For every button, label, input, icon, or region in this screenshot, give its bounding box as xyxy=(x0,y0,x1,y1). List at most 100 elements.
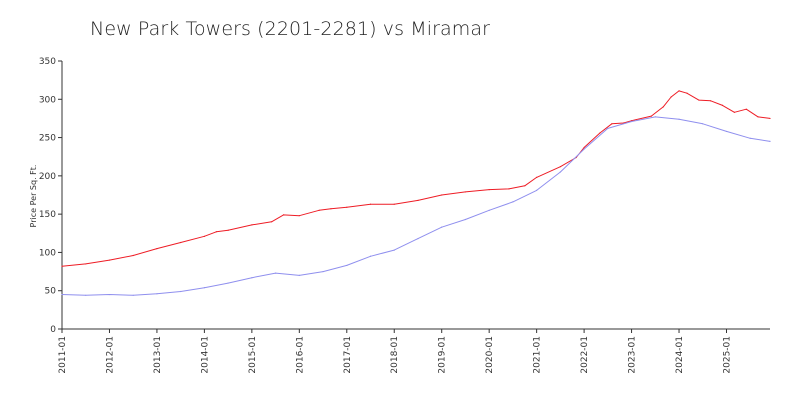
data-point xyxy=(670,96,672,98)
data-point xyxy=(725,130,728,133)
data-point xyxy=(180,241,182,244)
data-point xyxy=(536,189,538,192)
data-point xyxy=(512,201,514,203)
data-point xyxy=(215,231,217,233)
data-point xyxy=(559,166,561,168)
series-1 xyxy=(61,116,771,296)
series-line xyxy=(61,90,771,267)
series-0 xyxy=(61,90,771,267)
data-point xyxy=(298,215,300,217)
data-point xyxy=(393,249,395,251)
x-tick-label: 2023-01 xyxy=(628,336,638,374)
data-point xyxy=(156,248,158,250)
y-tick-label: 0 xyxy=(50,325,56,335)
data-point xyxy=(488,209,490,211)
data-point xyxy=(203,287,205,289)
y-tick-label: 150 xyxy=(39,210,56,220)
x-tick-label: 2014-01 xyxy=(200,336,210,374)
x-tick-label: 2021-01 xyxy=(533,336,543,374)
series-layer xyxy=(61,90,771,296)
data-point xyxy=(749,137,751,139)
data-point xyxy=(318,209,320,211)
data-point xyxy=(678,118,680,120)
y-axis: 0 50 100 150 200 250 300 350 xyxy=(39,57,63,335)
y-tick-label: 50 xyxy=(45,287,57,297)
data-point xyxy=(508,188,510,190)
x-tick-label: 2012-01 xyxy=(105,336,115,374)
data-point xyxy=(662,106,664,108)
data-point xyxy=(274,272,277,274)
data-point xyxy=(417,199,419,201)
x-tick-label: 2015-01 xyxy=(248,336,258,374)
x-axis: 2011-01 2012-01 2013-01 2014-01 2015-01 2016-… xyxy=(58,328,770,374)
data-point xyxy=(607,127,609,129)
data-point xyxy=(599,132,601,134)
data-point xyxy=(251,224,253,226)
data-point xyxy=(393,203,395,205)
y-tick-label: 250 xyxy=(39,134,56,144)
data-point xyxy=(559,171,561,173)
x-tick-label: 2025-01 xyxy=(722,336,732,374)
data-point xyxy=(611,123,613,125)
data-point xyxy=(678,90,680,92)
y-tick-label: 350 xyxy=(39,57,56,67)
data-point xyxy=(757,116,759,118)
x-tick-label: 2016-01 xyxy=(295,336,305,374)
data-point xyxy=(650,115,652,117)
data-point xyxy=(441,226,443,228)
data-point xyxy=(524,185,526,187)
data-point xyxy=(85,263,87,265)
data-point xyxy=(282,214,285,216)
data-point xyxy=(61,265,63,267)
x-tick-label: 2022-01 xyxy=(580,336,590,374)
data-point xyxy=(654,116,656,118)
data-point xyxy=(85,294,87,296)
data-point xyxy=(769,117,771,120)
data-point xyxy=(298,274,300,276)
x-tick-label: 2020-01 xyxy=(485,336,495,374)
data-point xyxy=(733,111,736,113)
x-tick-label: 2011-01 xyxy=(58,336,68,374)
data-point xyxy=(369,255,372,257)
y-tick-label: 300 xyxy=(39,95,56,105)
data-point xyxy=(464,191,467,193)
data-point xyxy=(346,264,348,267)
data-point xyxy=(180,290,182,293)
data-point xyxy=(488,189,490,191)
data-point xyxy=(583,146,585,149)
data-point xyxy=(271,221,273,223)
data-point xyxy=(346,206,348,208)
data-point xyxy=(769,140,771,142)
data-point xyxy=(702,123,704,125)
data-point xyxy=(583,148,585,150)
data-point xyxy=(417,238,419,240)
chart-title: New Park Towers (2201-2281) vs Miramar xyxy=(90,18,491,40)
data-point xyxy=(227,229,229,231)
data-point xyxy=(721,104,724,107)
data-point xyxy=(686,92,688,94)
data-point xyxy=(61,293,63,296)
x-tick-label: 2017-01 xyxy=(343,336,353,374)
data-point xyxy=(330,208,332,210)
x-tick-label: 2013-01 xyxy=(153,336,163,374)
data-point xyxy=(745,108,747,110)
data-point xyxy=(227,282,229,284)
data-point xyxy=(464,218,467,221)
data-point xyxy=(132,254,134,257)
data-point xyxy=(441,194,443,196)
data-point xyxy=(322,270,324,273)
data-point xyxy=(710,100,712,102)
data-point xyxy=(369,203,372,205)
y-axis-label: Price Per Sq. Ft. xyxy=(29,165,38,228)
series-line xyxy=(61,116,771,296)
data-point xyxy=(698,99,700,101)
data-point xyxy=(203,235,205,237)
x-tick-label: 2024-01 xyxy=(675,336,685,374)
data-point xyxy=(630,120,633,123)
data-point xyxy=(251,277,253,279)
y-tick-label: 200 xyxy=(39,172,56,182)
x-tick-label: 2018-01 xyxy=(390,336,400,374)
y-tick-label: 100 xyxy=(39,248,56,258)
data-point xyxy=(536,176,538,178)
